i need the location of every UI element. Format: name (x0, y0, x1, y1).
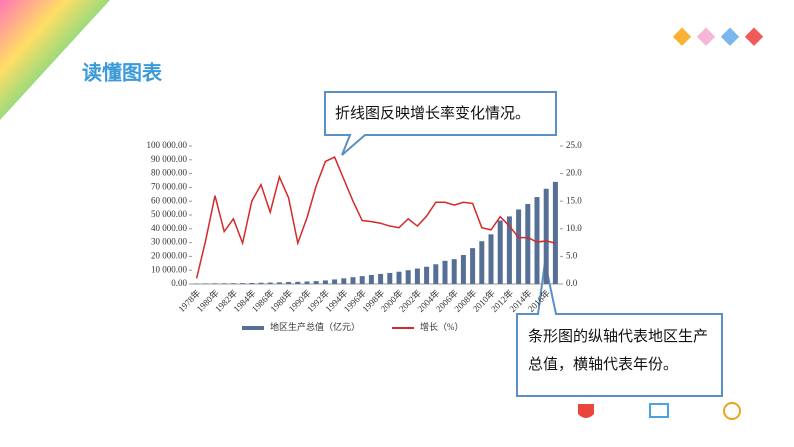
bar (359, 276, 365, 284)
y-tick-label: 20 000.00 (151, 250, 188, 260)
slide-title: 读懂图表 (82, 61, 163, 85)
y-tick-label: 30 000.00 (151, 237, 188, 247)
bar (212, 283, 218, 284)
y-tick-label: 10 000.00 (151, 264, 188, 274)
bar (506, 216, 512, 284)
callout-text: 折线图反映增长率变化情况。 (335, 104, 531, 122)
callout-text: 条形图的纵轴代表地区生产总值，横轴代表年份。 (528, 327, 709, 373)
bar (424, 266, 430, 284)
bar (368, 275, 374, 284)
legend-label: 增长（%） (420, 321, 464, 332)
y2-tick-label: 0.0 (566, 278, 578, 288)
bar (488, 234, 494, 284)
bar (313, 281, 319, 284)
bar (341, 278, 347, 284)
y-tick-label: 40 000.00 (151, 223, 188, 233)
bar (442, 260, 448, 284)
y-tick-label: 100 000.00 (147, 140, 188, 150)
legend-label: 地区生产总值（亿元） (270, 321, 360, 332)
bar (543, 188, 549, 284)
bar (470, 248, 476, 284)
bar (304, 281, 310, 284)
bar (451, 259, 457, 284)
bar (322, 280, 328, 284)
bar (378, 273, 384, 284)
bar (414, 268, 420, 284)
y2-tick-label: 20.0 (566, 168, 582, 178)
bar (295, 281, 301, 284)
y2-tick-label: 5.0 (566, 250, 578, 260)
bar (433, 264, 439, 284)
bar (405, 270, 411, 284)
bar (230, 283, 236, 284)
bar (194, 283, 200, 284)
bar (460, 255, 466, 284)
bar (258, 282, 264, 284)
y2-tick-label: 15.0 (566, 195, 582, 205)
bar (525, 203, 531, 284)
bar (332, 279, 338, 284)
y-tick-label: 60 000.00 (151, 195, 188, 205)
bar (387, 272, 393, 284)
y-tick-label: 70 000.00 (151, 181, 188, 191)
bar (221, 283, 227, 284)
bar (516, 209, 522, 284)
bar (479, 241, 485, 284)
bar (267, 282, 273, 284)
bar (497, 220, 503, 284)
bar (240, 283, 246, 284)
y-tick-label: 50 000.00 (151, 209, 188, 219)
y2-tick-label: 10.0 (566, 223, 582, 233)
y-tick-label: 90 000.00 (151, 154, 188, 164)
y2-tick-label: 25.0 (566, 140, 582, 150)
y-tick-label: 0.00 (171, 278, 187, 288)
bar (350, 277, 356, 284)
bar (203, 283, 209, 284)
bar (552, 181, 558, 284)
bar (249, 282, 255, 284)
bar (276, 282, 282, 284)
line (195, 156, 556, 279)
callout-box (516, 261, 723, 397)
footer-icons (578, 402, 741, 420)
diamonds (672, 27, 764, 46)
bar (286, 281, 292, 284)
bar (396, 271, 402, 284)
bar (534, 197, 540, 284)
y-tick-label: 80 000.00 (151, 168, 188, 178)
rainbow-deco (0, 0, 110, 120)
callout-box (324, 91, 557, 156)
